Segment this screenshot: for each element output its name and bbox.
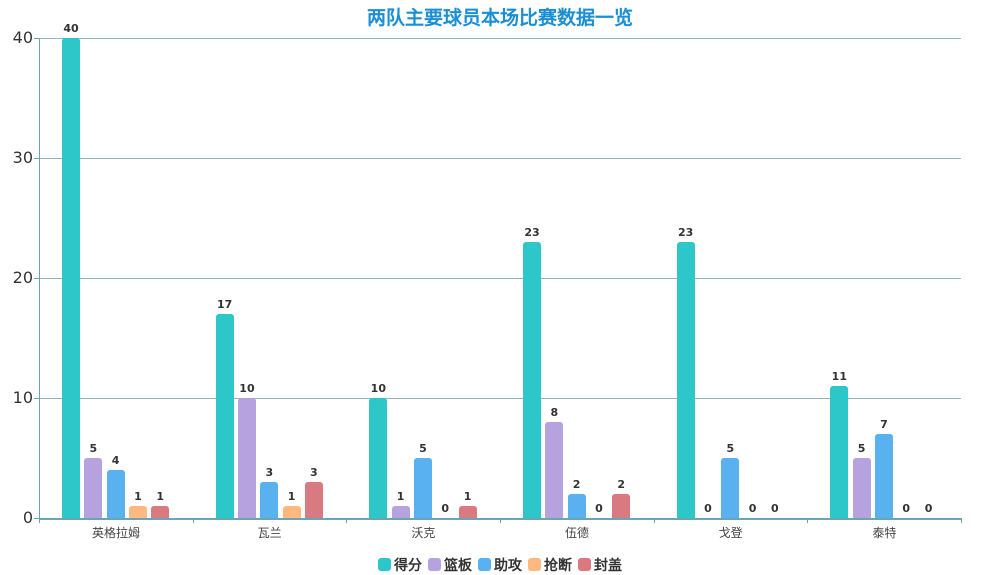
value-label: 8 bbox=[550, 406, 559, 419]
value-label: 5 bbox=[89, 442, 98, 455]
x-tick bbox=[653, 518, 655, 523]
value-label: 0 bbox=[924, 502, 933, 515]
legend-item[interactable]: 得分 bbox=[378, 555, 422, 575]
y-tick bbox=[34, 158, 39, 159]
bar[interactable] bbox=[282, 506, 301, 518]
y-tick-label: 10 bbox=[12, 388, 33, 407]
bar[interactable] bbox=[830, 386, 849, 518]
bar[interactable] bbox=[369, 398, 388, 518]
legend-swatch-icon bbox=[428, 558, 441, 571]
x-tick bbox=[346, 518, 348, 523]
bar[interactable] bbox=[128, 506, 147, 518]
y-tick bbox=[34, 38, 39, 39]
y-tick-label: 0 bbox=[22, 508, 33, 527]
x-tick bbox=[500, 518, 501, 523]
x-tick-label: 英格拉姆 bbox=[91, 526, 140, 540]
legend-item[interactable]: 篮板 bbox=[428, 555, 472, 575]
value-label: 10 bbox=[239, 382, 255, 395]
value-label: 1 bbox=[396, 490, 405, 503]
bar[interactable] bbox=[567, 494, 586, 518]
bar[interactable] bbox=[458, 506, 477, 518]
x-tick-label: 伍德 bbox=[564, 526, 589, 540]
legend-swatch-icon bbox=[578, 558, 591, 571]
value-label: 3 bbox=[265, 466, 274, 479]
bar[interactable] bbox=[676, 242, 695, 518]
legend-item[interactable]: 抢断 bbox=[528, 555, 572, 575]
value-label: 3 bbox=[310, 466, 318, 479]
value-label: 5 bbox=[857, 442, 866, 455]
legend-item[interactable]: 封盖 bbox=[578, 555, 622, 575]
legend-item[interactable]: 助攻 bbox=[478, 555, 522, 575]
bar[interactable] bbox=[874, 434, 893, 518]
value-label: 10 bbox=[370, 382, 386, 395]
x-tick-label: 瓦兰 bbox=[257, 526, 282, 540]
legend-swatch-icon bbox=[378, 558, 391, 571]
bar[interactable] bbox=[612, 494, 631, 518]
x-tick bbox=[961, 518, 962, 523]
value-label: 5 bbox=[726, 442, 735, 455]
y-tick bbox=[34, 518, 39, 519]
gridline bbox=[39, 38, 961, 39]
bar[interactable] bbox=[260, 482, 279, 518]
value-label: 0 bbox=[704, 502, 712, 515]
x-tick-label: 戈登 bbox=[718, 526, 743, 540]
legend: 得分 篮板 助攻 抢断 封盖 bbox=[0, 555, 1000, 575]
gridline bbox=[39, 158, 961, 159]
y-tick-label: 20 bbox=[12, 268, 33, 287]
value-label: 0 bbox=[771, 502, 779, 515]
value-label: 1 bbox=[463, 490, 472, 503]
legend-label: 得分 bbox=[394, 558, 422, 574]
value-label: 0 bbox=[441, 502, 450, 515]
value-label: 1 bbox=[287, 490, 296, 503]
value-label: 5 bbox=[419, 442, 427, 455]
bar[interactable] bbox=[721, 458, 740, 518]
bar[interactable] bbox=[62, 38, 80, 518]
legend-label: 篮板 bbox=[444, 558, 472, 574]
value-label: 1 bbox=[134, 490, 142, 503]
value-label: 0 bbox=[902, 502, 911, 515]
y-tick bbox=[34, 278, 39, 279]
bar[interactable] bbox=[523, 242, 541, 518]
bar[interactable] bbox=[304, 482, 323, 518]
bar[interactable] bbox=[215, 314, 234, 518]
x-tick-label: 沃克 bbox=[411, 526, 436, 540]
y-axis bbox=[39, 38, 40, 519]
bar[interactable] bbox=[545, 422, 564, 518]
y-tick-label: 30 bbox=[12, 148, 33, 167]
x-tick bbox=[807, 518, 809, 523]
value-label: 4 bbox=[111, 454, 120, 467]
bar[interactable] bbox=[84, 458, 103, 518]
value-label: 7 bbox=[880, 418, 888, 431]
value-label: 11 bbox=[831, 370, 847, 383]
plot-area: 0 10 20 30 40 英格拉姆 40 5 4 1 1 瓦兰 17 10 3 1 3 沃克 10 1 5 0 1 伍德 23… bbox=[13, 22, 962, 540]
y-tick-label: 40 bbox=[12, 28, 33, 47]
value-label: 17 bbox=[217, 298, 233, 311]
legend-label: 封盖 bbox=[594, 558, 622, 574]
bar[interactable] bbox=[151, 506, 170, 518]
bar[interactable] bbox=[391, 506, 410, 518]
x-tick bbox=[39, 518, 40, 523]
value-label: 23 bbox=[678, 226, 694, 239]
value-label: 1 bbox=[156, 490, 165, 503]
legend-label: 助攻 bbox=[494, 558, 522, 574]
legend-label: 抢断 bbox=[544, 558, 572, 574]
bar[interactable] bbox=[237, 398, 256, 518]
x-tick bbox=[192, 518, 194, 523]
gridline bbox=[39, 278, 961, 279]
bar[interactable] bbox=[106, 470, 125, 518]
legend-swatch-icon bbox=[528, 558, 541, 571]
value-label: 23 bbox=[524, 226, 540, 239]
value-label: 40 bbox=[63, 22, 79, 35]
value-label: 0 bbox=[595, 502, 603, 515]
legend-swatch-icon bbox=[478, 558, 491, 571]
x-tick-label: 泰特 bbox=[872, 526, 897, 540]
value-label: 2 bbox=[572, 478, 581, 491]
value-label: 2 bbox=[617, 478, 626, 491]
bar[interactable] bbox=[413, 458, 432, 518]
chart-title: 两队主要球员本场比赛数据一览 bbox=[366, 7, 633, 29]
value-label: 0 bbox=[748, 502, 757, 515]
bar[interactable] bbox=[852, 458, 871, 518]
y-tick bbox=[34, 398, 39, 399]
gridline bbox=[39, 398, 961, 399]
